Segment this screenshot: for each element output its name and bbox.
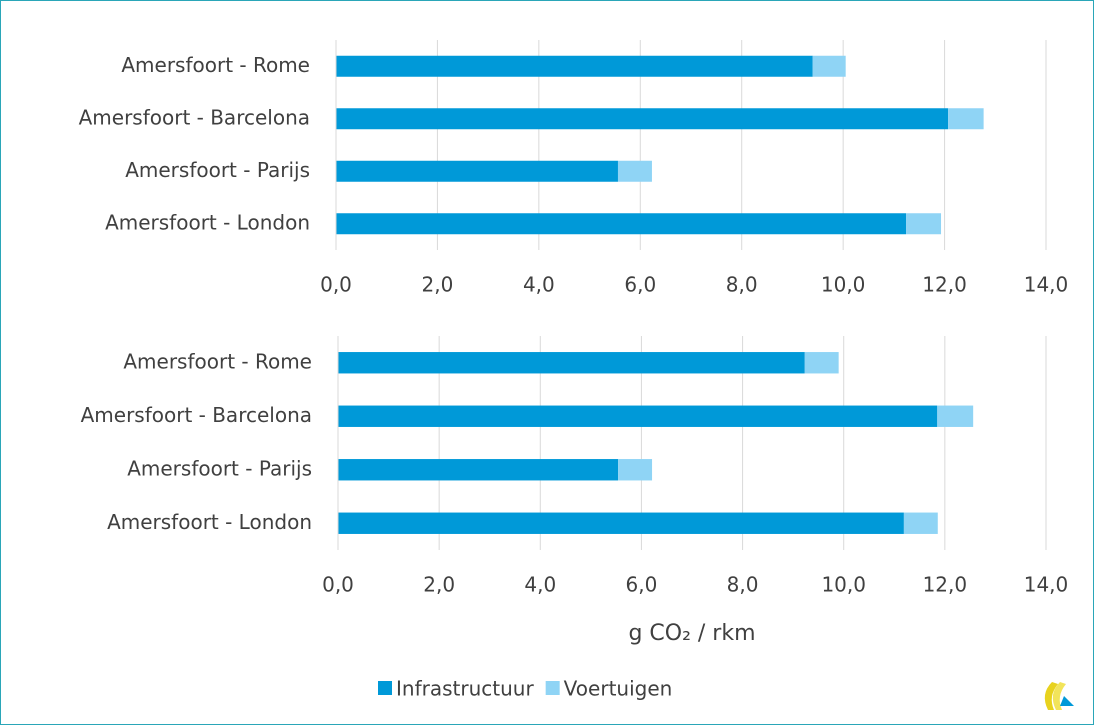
legend-swatch — [545, 681, 560, 695]
legend-swatch — [378, 681, 392, 695]
x-tick-label: 8,0 — [726, 273, 758, 297]
x-tick-label: 0,0 — [320, 273, 352, 297]
x-tick-label: 14,0 — [1024, 573, 1069, 597]
y-tick-label: Amersfoort - Rome — [121, 53, 310, 77]
bar — [338, 352, 805, 374]
bar — [338, 405, 938, 427]
bar — [336, 160, 618, 182]
y-tick-label: Amersfoort - Barcelona — [79, 105, 310, 129]
x-tick-label: 12,0 — [922, 273, 967, 297]
y-tick-label: Amersfoort - Rome — [123, 349, 312, 373]
x-axis-label: g CO₂ / rkm — [628, 621, 755, 646]
x-tick-label: 14,0 — [1024, 273, 1069, 297]
x-tick-label: 8,0 — [727, 573, 759, 597]
y-tick-label: Amersfoort - Parijs — [127, 456, 312, 480]
bar — [903, 512, 938, 534]
x-tick-label: 12,0 — [923, 573, 968, 597]
x-tick-label: 4,0 — [523, 273, 555, 297]
x-tick-label: 0,0 — [322, 573, 354, 597]
bar — [338, 512, 904, 534]
x-tick-label: 4,0 — [524, 573, 556, 597]
bar — [937, 405, 974, 427]
bar — [948, 108, 984, 130]
bar — [336, 55, 813, 77]
x-tick-label: 10,0 — [821, 273, 866, 297]
y-tick-label: Amersfoort - Barcelona — [81, 403, 312, 427]
bar — [812, 55, 846, 77]
x-tick-label: 2,0 — [423, 573, 455, 597]
x-tick-label: 2,0 — [422, 273, 454, 297]
bar — [338, 459, 619, 481]
legend-label: Infrastructuur — [396, 677, 534, 701]
bar — [617, 160, 652, 182]
logo — [1044, 682, 1074, 710]
bar — [336, 108, 949, 130]
bar — [804, 352, 839, 374]
bar — [336, 213, 907, 235]
x-tick-label: 10,0 — [821, 573, 866, 597]
bar — [906, 213, 942, 235]
legend-label: Voertuigen — [564, 677, 673, 701]
y-tick-label: Amersfoort - London — [105, 210, 310, 234]
y-tick-label: Amersfoort - Parijs — [125, 158, 310, 182]
bar — [618, 459, 653, 481]
x-tick-label: 6,0 — [626, 573, 658, 597]
y-tick-label: Amersfoort - London — [107, 510, 312, 534]
x-tick-label: 6,0 — [624, 273, 656, 297]
